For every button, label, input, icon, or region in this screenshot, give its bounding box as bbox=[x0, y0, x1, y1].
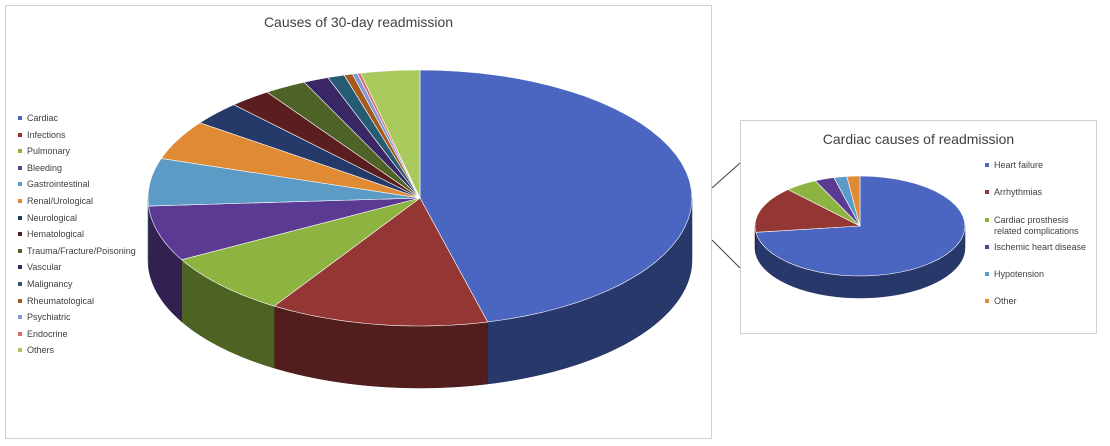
legend-marker bbox=[985, 190, 989, 194]
slice bbox=[181, 197, 421, 307]
legend-label: Pulmonary bbox=[27, 146, 71, 157]
slice bbox=[160, 122, 421, 199]
legend-item: Heart failure bbox=[985, 160, 1095, 171]
slice bbox=[419, 69, 693, 323]
slice bbox=[147, 158, 421, 207]
legend-item: Vascular bbox=[18, 262, 188, 273]
legend-label: Other bbox=[994, 296, 1017, 306]
legend-label: Endocrine bbox=[27, 328, 68, 339]
legend-item: Renal/Urological bbox=[18, 196, 188, 207]
legend-marker bbox=[18, 315, 22, 320]
legend-marker bbox=[18, 199, 22, 203]
legend-marker bbox=[985, 272, 989, 276]
legend-item: Hematological bbox=[18, 229, 188, 240]
legend-label: Hypotension bbox=[994, 269, 1045, 279]
slice bbox=[148, 197, 421, 260]
connector bbox=[711, 162, 741, 189]
slice bbox=[233, 91, 421, 199]
legend-label: Trauma/Fracture/Poisoning bbox=[27, 245, 136, 256]
legend-label: Renal/Urological bbox=[27, 196, 94, 206]
connector bbox=[711, 239, 741, 269]
legend-item: Other bbox=[985, 296, 1095, 307]
legend-item: Arrhythmias bbox=[985, 187, 1095, 198]
legend-item: Pulmonary bbox=[18, 146, 188, 157]
legend-marker bbox=[985, 245, 989, 249]
slice bbox=[846, 175, 861, 227]
legend-marker bbox=[18, 282, 22, 286]
chart-frame bbox=[740, 120, 1097, 334]
legend-marker bbox=[985, 163, 989, 167]
legend-item: Neurological bbox=[18, 213, 188, 224]
legend-marker bbox=[18, 298, 22, 303]
legend-label: Cardiac bbox=[27, 113, 59, 123]
legend-item: Bleeding bbox=[18, 163, 188, 174]
slice bbox=[199, 104, 421, 199]
legend-marker bbox=[18, 232, 22, 237]
legend-marker bbox=[18, 248, 22, 253]
legend-item: Rheumatological bbox=[18, 296, 188, 307]
legend-label: Gastrointestinal bbox=[27, 179, 90, 190]
legend-marker bbox=[985, 299, 989, 303]
legend-marker bbox=[985, 218, 989, 222]
legend-label: Cardiac prosthesis related complications bbox=[994, 215, 1079, 236]
legend-item: Ischemic heart disease bbox=[985, 242, 1095, 253]
legend-marker bbox=[18, 182, 22, 187]
legend-item: Infections bbox=[18, 130, 188, 141]
legend-label: Vascular bbox=[27, 262, 62, 273]
legend-marker bbox=[18, 165, 22, 170]
slice bbox=[360, 69, 421, 199]
legend-item: Cardiac prosthesis related complications bbox=[985, 215, 1095, 237]
legend-label: Hematological bbox=[27, 229, 85, 240]
legend-label: Heart failure bbox=[994, 160, 1044, 170]
slice bbox=[754, 189, 862, 233]
legend-item: Others bbox=[18, 345, 188, 356]
chart-title: Causes of 30-day readmission bbox=[263, 14, 454, 30]
slice bbox=[303, 77, 421, 199]
slice bbox=[787, 180, 861, 227]
legend-marker bbox=[18, 348, 22, 353]
legend-label: Arrhythmias bbox=[994, 187, 1043, 197]
slice bbox=[833, 176, 861, 227]
legend-item: Gastrointestinal bbox=[18, 179, 188, 190]
legend-marker bbox=[18, 132, 22, 137]
legend-label: Bleeding bbox=[27, 162, 63, 173]
legend-item: Malignancy bbox=[18, 279, 188, 290]
legend-label: Psychiatric bbox=[27, 312, 71, 323]
slice bbox=[266, 81, 421, 199]
legend-item: Trauma/Fracture/Poisoning bbox=[18, 246, 188, 257]
slice bbox=[351, 73, 421, 199]
legend-item: Endocrine bbox=[18, 329, 188, 340]
legend-marker bbox=[18, 149, 22, 154]
slice bbox=[343, 73, 421, 199]
legend-label: Others bbox=[27, 345, 55, 356]
legend-label: Malignancy bbox=[27, 279, 73, 289]
legend-marker bbox=[18, 331, 22, 336]
legend-marker bbox=[18, 215, 22, 220]
legend-label: Infections bbox=[27, 129, 66, 140]
slice bbox=[327, 74, 421, 199]
chart-title: Cardiac causes of readmission bbox=[822, 131, 1015, 147]
legend-marker bbox=[18, 265, 22, 270]
legend-label: Ischemic heart disease bbox=[994, 242, 1087, 252]
legend-item: Cardiac bbox=[18, 113, 188, 124]
legend-label: Rheumatological bbox=[27, 295, 95, 306]
slice bbox=[356, 72, 421, 199]
legend-item: Hypotension bbox=[985, 269, 1095, 280]
slice bbox=[814, 177, 861, 227]
legend-marker bbox=[18, 116, 22, 120]
legend-label: Neurological bbox=[27, 212, 78, 223]
legend-item: Psychiatric bbox=[18, 312, 188, 323]
chart-frame bbox=[5, 5, 712, 439]
slice bbox=[273, 197, 489, 327]
